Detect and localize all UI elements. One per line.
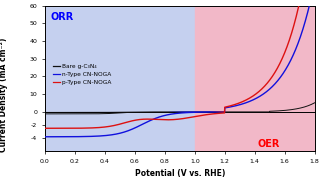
- Text: Current Density (mA cm⁻²): Current Density (mA cm⁻²): [0, 37, 8, 152]
- Legend: Bare g-C₃N₄, n-Type CN-NOGA, p-Type CN-NOGA: Bare g-C₃N₄, n-Type CN-NOGA, p-Type CN-N…: [50, 62, 114, 88]
- X-axis label: Potential (V vs. RHE): Potential (V vs. RHE): [134, 169, 225, 178]
- Text: ORR: ORR: [51, 12, 74, 22]
- Bar: [195, 6, 315, 112]
- Bar: [45, 112, 195, 151]
- Bar: [45, 6, 195, 112]
- Bar: [195, 112, 315, 151]
- Text: OER: OER: [258, 139, 280, 149]
